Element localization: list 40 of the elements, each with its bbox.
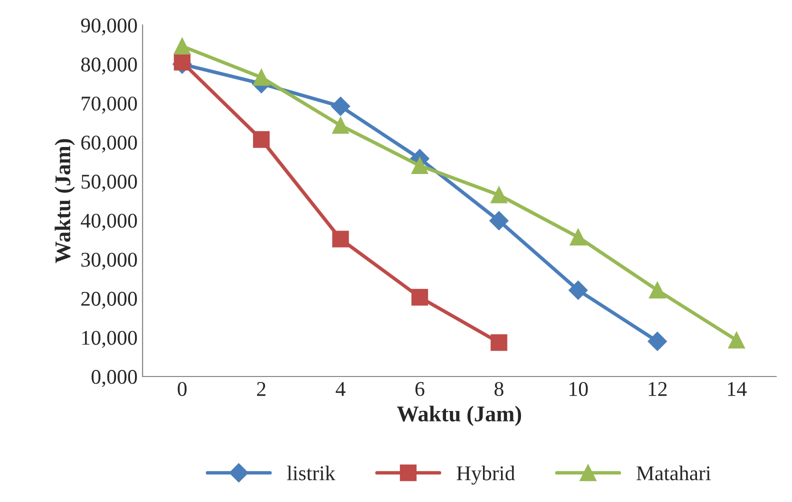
y-tick-label: 30,000 — [81, 252, 137, 270]
point — [253, 131, 270, 148]
y-tick-label: 40,000 — [80, 214, 137, 231]
x-tick-label: 10 — [570, 382, 588, 396]
point — [648, 332, 667, 351]
y-tick-label: 10,000 — [82, 330, 137, 348]
point — [253, 69, 270, 86]
y-tick-label: 90,000 — [81, 18, 137, 36]
y-tick-label: 0,000 — [92, 370, 137, 387]
point — [568, 280, 588, 300]
y-tick-label: 60,000 — [81, 136, 137, 153]
y-tick-label: 50,000 — [82, 174, 137, 192]
y-axis-title: Waktu (Jam) — [54, 139, 75, 264]
point — [411, 157, 428, 174]
x-tick-label: 0 — [178, 382, 187, 396]
x-tick-label: 12 — [648, 382, 667, 396]
point — [728, 332, 745, 349]
point — [489, 211, 508, 230]
x-tick-label: 14 — [728, 382, 747, 396]
x-tick-label: 4 — [336, 382, 346, 396]
point — [331, 96, 350, 116]
point — [649, 282, 666, 299]
x-tick-label: 6 — [415, 382, 424, 396]
point — [490, 186, 508, 204]
y-tick-label: 80,000 — [81, 58, 137, 75]
legend-label: Matahari — [636, 466, 711, 480]
point — [490, 334, 508, 351]
point — [332, 117, 349, 134]
x-tick-label: 8 — [494, 382, 504, 396]
point — [570, 228, 586, 246]
point — [411, 288, 428, 306]
point — [174, 54, 190, 71]
y-tick-label: 70,000 — [82, 96, 137, 114]
y-tick-label: 20,000 — [81, 292, 137, 309]
point — [174, 38, 190, 55]
legend-label: Hybrid — [456, 466, 515, 485]
point — [332, 230, 349, 248]
x-tick-label: 2 — [257, 382, 266, 396]
legend-label: listrik — [287, 466, 336, 480]
x-axis-title: Waktu (Jam) — [397, 406, 522, 426]
